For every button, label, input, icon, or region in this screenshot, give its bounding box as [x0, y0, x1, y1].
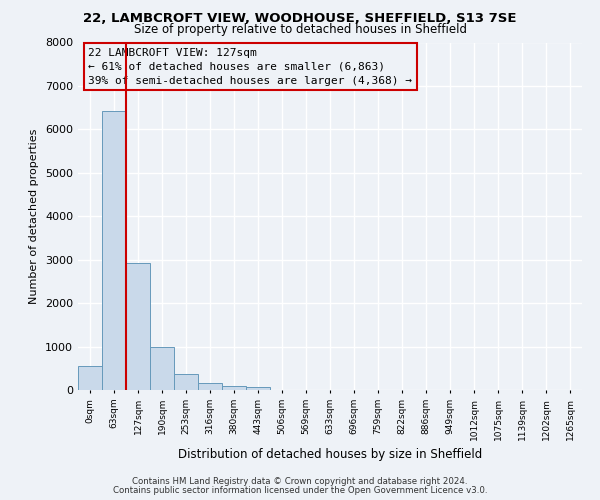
Bar [222, 386, 246, 390]
X-axis label: Distribution of detached houses by size in Sheffield: Distribution of detached houses by size … [178, 448, 482, 461]
Bar [126, 263, 150, 390]
Y-axis label: Number of detached properties: Number of detached properties [29, 128, 40, 304]
Bar [150, 347, 174, 390]
Text: Contains HM Land Registry data © Crown copyright and database right 2024.: Contains HM Land Registry data © Crown c… [132, 477, 468, 486]
Bar [102, 110, 126, 390]
Bar [174, 374, 198, 390]
Text: Contains public sector information licensed under the Open Government Licence v3: Contains public sector information licen… [113, 486, 487, 495]
Bar [246, 387, 270, 390]
Text: 22, LAMBCROFT VIEW, WOODHOUSE, SHEFFIELD, S13 7SE: 22, LAMBCROFT VIEW, WOODHOUSE, SHEFFIELD… [83, 12, 517, 26]
Bar [198, 383, 222, 390]
Text: Size of property relative to detached houses in Sheffield: Size of property relative to detached ho… [133, 22, 467, 36]
Text: 22 LAMBCROFT VIEW: 127sqm
← 61% of detached houses are smaller (6,863)
39% of se: 22 LAMBCROFT VIEW: 127sqm ← 61% of detac… [88, 48, 412, 86]
Bar [78, 366, 102, 390]
